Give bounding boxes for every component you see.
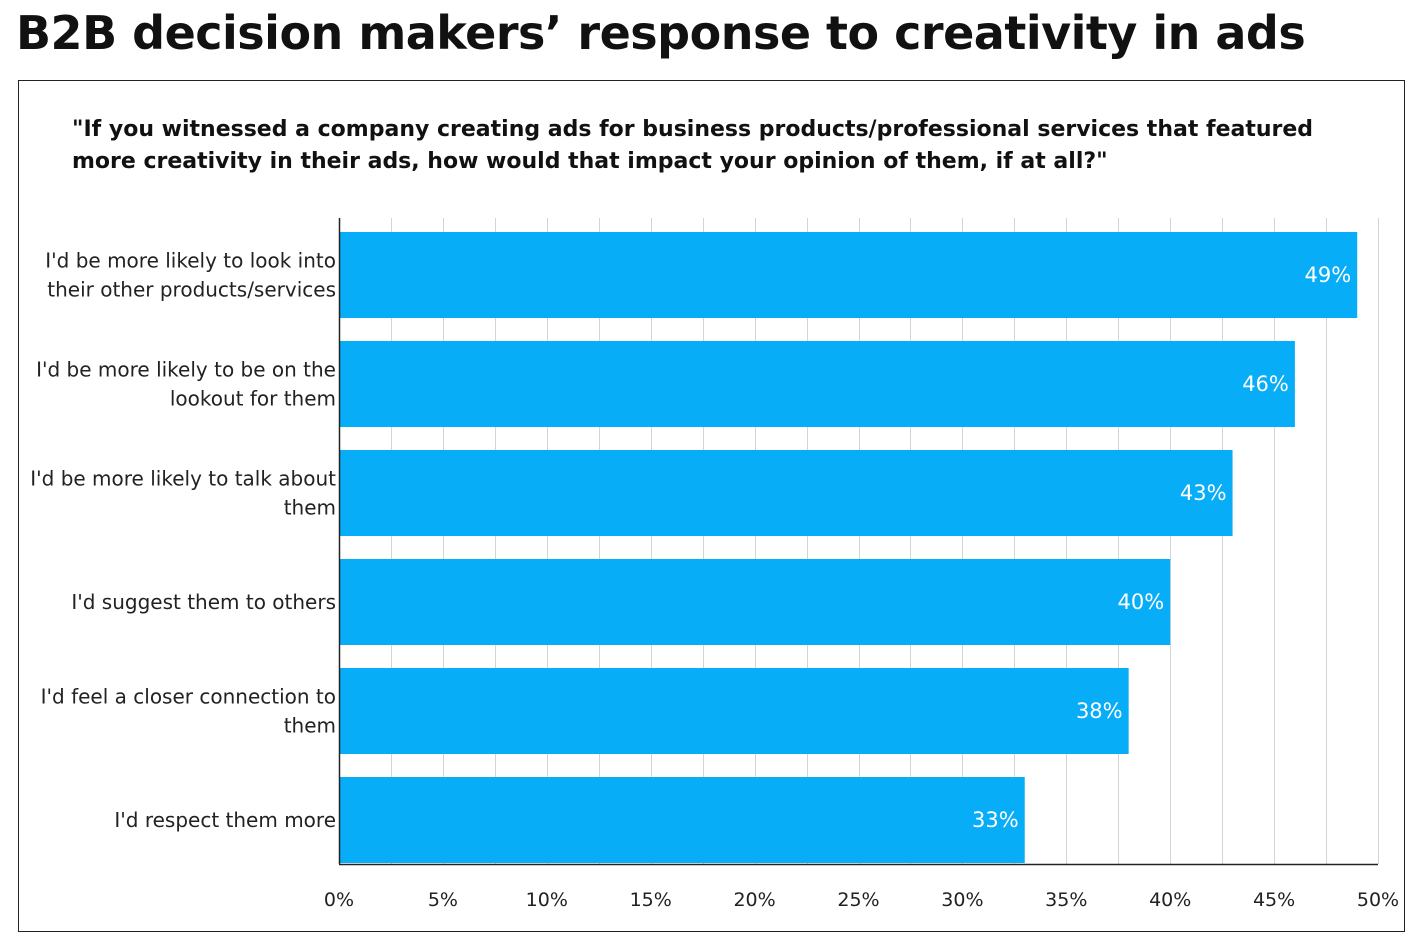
x-tick-label: 50% (1357, 889, 1399, 911)
x-tick-label: 25% (837, 889, 879, 911)
x-tick-label: 40% (1149, 889, 1191, 911)
labels: 49% I'd be more likely to look into their … (30, 249, 1399, 912)
category-label: lookout for them (170, 387, 336, 411)
data-label: 40% (1118, 590, 1165, 614)
x-tick-label: 15% (630, 889, 672, 911)
chart-frame (18, 80, 1405, 932)
grid-lines (391, 218, 1379, 864)
category-label: them (284, 714, 336, 738)
x-tick-label: 20% (733, 889, 775, 911)
x-tick-label: 0% (324, 889, 354, 911)
category-label: their other products/services (47, 278, 336, 302)
page-title: B2B decision makers’ response to creativ… (16, 6, 1306, 60)
category-label: I'd be more likely to look into (45, 249, 336, 273)
bar (339, 450, 1233, 536)
category-label: I'd suggest them to others (71, 590, 336, 614)
category-label: them (284, 496, 336, 520)
axes (338, 218, 1378, 866)
category-label: I'd be more likely to talk about (30, 467, 336, 491)
x-tick-label: 35% (1045, 889, 1087, 911)
bar (339, 559, 1171, 645)
data-label: 38% (1076, 699, 1123, 723)
bar (339, 341, 1295, 427)
survey-question: "If you witnessed a company creating ads… (72, 117, 1314, 174)
data-label: 46% (1242, 372, 1289, 396)
data-label: 49% (1305, 263, 1352, 287)
data-label: 43% (1180, 481, 1227, 505)
bar (339, 777, 1025, 863)
x-tick-label: 10% (526, 889, 568, 911)
bar (339, 668, 1129, 754)
category-label: I'd respect them more (114, 808, 336, 832)
x-tick-label: 45% (1253, 889, 1295, 911)
category-label: I'd be more likely to be on the (36, 358, 336, 382)
x-tick-label: 30% (941, 889, 983, 911)
x-tick-label: 5% (428, 889, 458, 911)
data-label: 33% (972, 808, 1019, 832)
bar (339, 232, 1358, 318)
category-label: I'd feel a closer connection to (41, 685, 336, 709)
bars (339, 232, 1358, 863)
